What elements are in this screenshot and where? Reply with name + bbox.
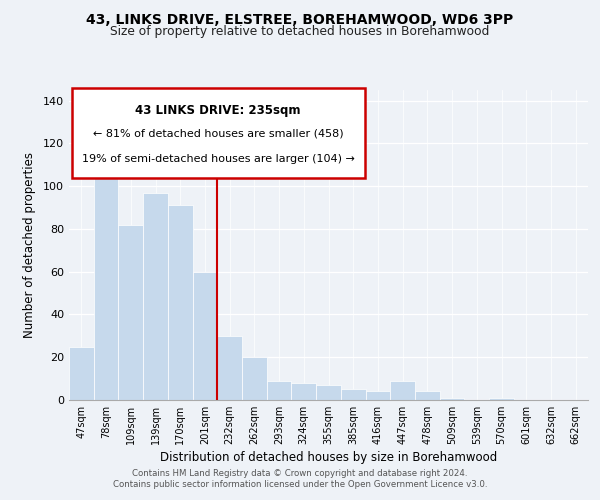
- Bar: [365, 392, 390, 400]
- Bar: [341, 390, 365, 400]
- FancyBboxPatch shape: [71, 88, 365, 178]
- X-axis label: Distribution of detached houses by size in Borehamwood: Distribution of detached houses by size …: [160, 451, 497, 464]
- Text: Contains public sector information licensed under the Open Government Licence v3: Contains public sector information licen…: [113, 480, 487, 489]
- Text: Contains HM Land Registry data © Crown copyright and database right 2024.: Contains HM Land Registry data © Crown c…: [132, 468, 468, 477]
- Bar: [193, 272, 217, 400]
- Text: 43, LINKS DRIVE, ELSTREE, BOREHAMWOOD, WD6 3PP: 43, LINKS DRIVE, ELSTREE, BOREHAMWOOD, W…: [86, 12, 514, 26]
- Bar: [267, 381, 292, 400]
- Bar: [168, 206, 193, 400]
- Text: ← 81% of detached houses are smaller (458): ← 81% of detached houses are smaller (45…: [93, 128, 344, 138]
- Bar: [143, 192, 168, 400]
- Bar: [242, 357, 267, 400]
- Bar: [440, 398, 464, 400]
- Bar: [489, 398, 514, 400]
- Y-axis label: Number of detached properties: Number of detached properties: [23, 152, 36, 338]
- Bar: [69, 346, 94, 400]
- Bar: [94, 178, 118, 400]
- Bar: [217, 336, 242, 400]
- Bar: [415, 392, 440, 400]
- Bar: [316, 385, 341, 400]
- Text: Size of property relative to detached houses in Borehamwood: Size of property relative to detached ho…: [110, 25, 490, 38]
- Bar: [390, 381, 415, 400]
- Bar: [292, 383, 316, 400]
- Bar: [118, 224, 143, 400]
- Text: 43 LINKS DRIVE: 235sqm: 43 LINKS DRIVE: 235sqm: [136, 104, 301, 117]
- Text: 19% of semi-detached houses are larger (104) →: 19% of semi-detached houses are larger (…: [82, 154, 355, 164]
